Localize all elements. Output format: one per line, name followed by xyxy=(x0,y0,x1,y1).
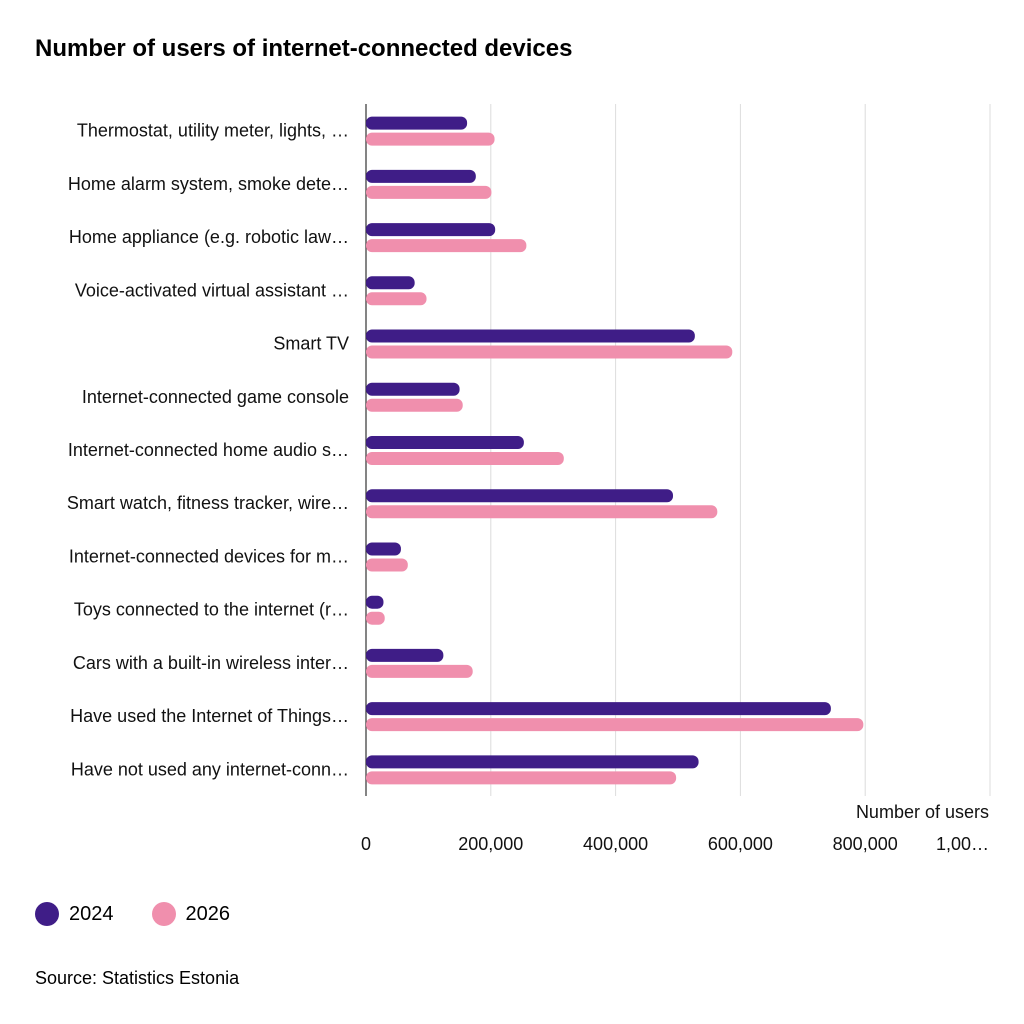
bar-2024[interactable] xyxy=(366,489,674,503)
x-axis-ticks: 0 200,000 400,000 600,000 800,000 1,00… xyxy=(361,834,989,854)
legend-label-2024: 2024 xyxy=(69,902,114,925)
category-label: Voice-activated virtual assistant … xyxy=(75,280,349,300)
bar-2026[interactable] xyxy=(366,345,733,359)
x-tick-label: 600,000 xyxy=(708,834,773,854)
bars xyxy=(366,116,864,785)
bar-2024[interactable] xyxy=(366,116,468,130)
x-tick-label: 0 xyxy=(361,834,371,854)
bar-2024[interactable] xyxy=(366,542,401,556)
category-label: Smart TV xyxy=(273,334,349,354)
bar-2026[interactable] xyxy=(366,239,527,253)
bar-2026[interactable] xyxy=(366,505,718,519)
chart-title: Number of users of internet-connected de… xyxy=(35,35,573,62)
category-label: Cars with a built-in wireless inter… xyxy=(73,653,349,673)
bar-2024[interactable] xyxy=(366,436,524,449)
category-label: Have used the Internet of Things… xyxy=(70,706,349,726)
x-tick-label: 800,000 xyxy=(833,834,898,854)
bar-2026[interactable] xyxy=(366,611,385,625)
bar-2024[interactable] xyxy=(366,755,699,769)
gridlines xyxy=(365,104,991,796)
category-label: Internet-connected home audio s… xyxy=(68,440,349,460)
bar-2024[interactable] xyxy=(366,648,444,662)
bar-2026[interactable] xyxy=(366,771,677,785)
x-tick-label: 400,000 xyxy=(583,834,648,854)
bar-2026[interactable] xyxy=(366,664,473,678)
category-label: Toys connected to the internet (r… xyxy=(74,600,349,620)
x-tick-label: 200,000 xyxy=(458,834,523,854)
category-label: Thermostat, utility meter, lights, … xyxy=(77,121,349,141)
bar-2024[interactable] xyxy=(366,329,695,343)
bar-2026[interactable] xyxy=(366,452,564,465)
legend-swatch-2026 xyxy=(151,902,176,926)
category-labels: Thermostat, utility meter, lights, … Home… xyxy=(67,121,349,780)
bar-chart: Thermostat, utility meter, lights, … Home… xyxy=(67,104,991,854)
bar-2024[interactable] xyxy=(366,595,384,609)
bar-2026[interactable] xyxy=(366,398,463,412)
category-label: Home appliance (e.g. robotic law… xyxy=(69,227,349,247)
bar-2026[interactable] xyxy=(366,718,864,732)
legend-label-2026: 2026 xyxy=(185,902,231,925)
bar-2026[interactable] xyxy=(366,132,495,146)
legend-item-2024[interactable]: 2024 xyxy=(35,902,114,926)
bar-2024[interactable] xyxy=(366,382,460,396)
bar-2026[interactable] xyxy=(366,185,492,199)
bar-2024[interactable] xyxy=(366,702,831,716)
category-label: Internet-connected devices for m… xyxy=(69,546,349,566)
x-tick-label: 1,00… xyxy=(936,834,989,854)
legend-item-2026[interactable]: 2026 xyxy=(151,902,231,926)
bar-2024[interactable] xyxy=(366,223,496,237)
legend-swatch-2024 xyxy=(35,902,59,926)
category-label: Home alarm system, smoke dete… xyxy=(68,174,349,194)
bar-2024[interactable] xyxy=(366,276,415,290)
legend: 2024 2026 xyxy=(35,902,230,926)
x-axis-title: Number of users xyxy=(856,802,989,822)
source-note: Source: Statistics Estonia xyxy=(35,968,240,988)
category-label: Internet-connected game console xyxy=(82,387,349,407)
bar-2026[interactable] xyxy=(366,558,408,572)
bar-2024[interactable] xyxy=(366,169,476,183)
category-label: Have not used any internet-conn… xyxy=(71,759,349,779)
category-label: Smart watch, fitness tracker, wire… xyxy=(67,493,349,513)
bar-2026[interactable] xyxy=(366,292,427,306)
